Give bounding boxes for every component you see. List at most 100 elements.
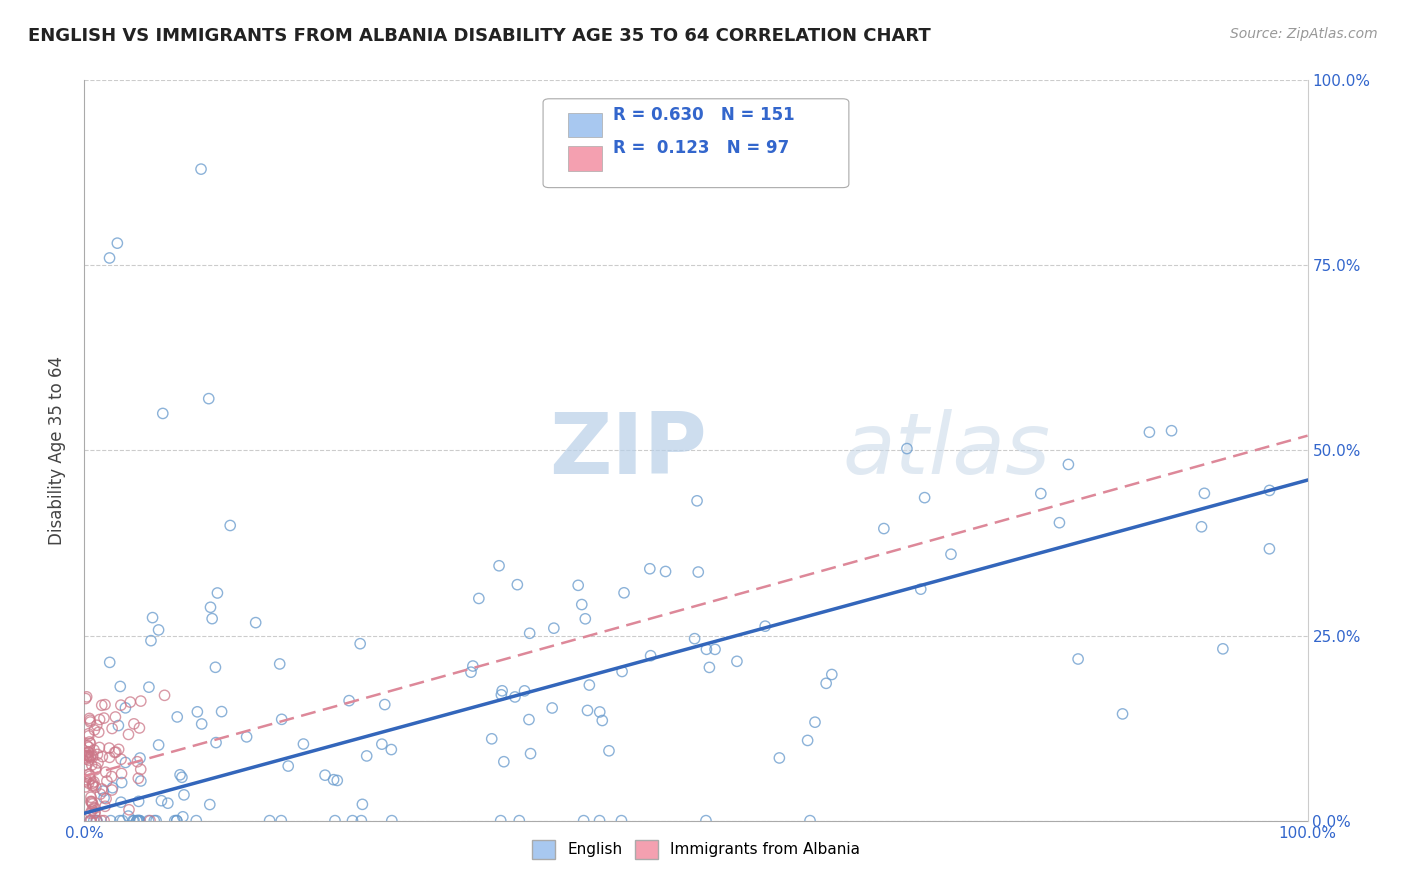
Point <box>75 780 97 794</box>
Point <box>77 740 100 755</box>
Point <box>82 749 104 764</box>
Point <box>211 705 233 719</box>
Point <box>574 612 596 626</box>
Point <box>101 722 124 736</box>
Text: ENGLISH VS IMMIGRANTS FROM ALBANIA DISABILITY AGE 35 TO 64 CORRELATION CHART: ENGLISH VS IMMIGRANTS FROM ALBANIA DISAB… <box>28 27 931 45</box>
Point <box>259 814 281 828</box>
Point <box>79 735 101 749</box>
Point <box>75 758 97 772</box>
Point <box>152 407 174 421</box>
Point <box>896 442 918 456</box>
Point <box>77 776 100 790</box>
Point <box>104 710 127 724</box>
Point <box>110 795 132 809</box>
Point <box>104 745 127 759</box>
Point <box>1067 652 1090 666</box>
Point <box>1049 516 1071 530</box>
Point <box>460 665 482 680</box>
Point <box>77 753 100 767</box>
Point <box>79 769 101 783</box>
Point <box>110 698 132 713</box>
Point <box>374 698 396 712</box>
Point <box>84 761 107 775</box>
Point <box>148 738 170 752</box>
Point <box>100 770 122 784</box>
Point <box>326 773 349 788</box>
Point <box>87 725 110 739</box>
Point <box>91 784 114 798</box>
Point <box>804 715 827 730</box>
Legend: English, Immigrants from Albania: English, Immigrants from Albania <box>526 834 866 865</box>
Point <box>489 814 512 828</box>
Point <box>90 698 112 713</box>
Point <box>491 683 513 698</box>
Point <box>640 648 662 663</box>
Point <box>111 814 134 828</box>
Point <box>79 749 101 764</box>
Point <box>200 600 222 615</box>
Point <box>148 623 170 637</box>
Point <box>1029 486 1052 500</box>
Point <box>82 779 104 793</box>
Point <box>314 768 336 782</box>
Point <box>84 801 107 815</box>
Point <box>94 799 117 814</box>
Point <box>939 547 962 561</box>
Point <box>79 806 101 821</box>
Point <box>481 731 503 746</box>
Point <box>610 814 633 828</box>
Text: Source: ZipAtlas.com: Source: ZipAtlas.com <box>1230 27 1378 41</box>
Point <box>93 790 115 805</box>
Point <box>186 705 208 719</box>
Point <box>821 667 844 681</box>
Point <box>1194 486 1216 500</box>
Point <box>201 612 224 626</box>
Point <box>129 751 152 765</box>
Point <box>82 776 104 790</box>
Point <box>91 749 114 764</box>
Point <box>172 810 194 824</box>
Point <box>80 796 103 810</box>
Point <box>352 797 374 812</box>
Point <box>77 729 100 743</box>
Point <box>100 814 122 828</box>
Point <box>571 598 593 612</box>
Point <box>77 727 100 741</box>
Point <box>129 763 152 777</box>
Point <box>270 814 292 828</box>
Point <box>96 774 118 789</box>
Point <box>110 752 132 766</box>
Point <box>82 797 104 811</box>
Point <box>98 251 121 265</box>
Y-axis label: Disability Age 35 to 64: Disability Age 35 to 64 <box>48 356 66 545</box>
Point <box>98 741 121 756</box>
Point <box>86 814 108 828</box>
Point <box>89 713 111 727</box>
Point <box>381 814 404 828</box>
Point <box>380 742 402 756</box>
Point <box>98 656 121 670</box>
Point <box>117 809 139 823</box>
Point <box>89 787 111 801</box>
Point <box>517 713 540 727</box>
Point <box>468 591 491 606</box>
Point <box>699 660 721 674</box>
Text: R = 0.630   N = 151: R = 0.630 N = 151 <box>613 106 794 124</box>
Point <box>488 558 510 573</box>
Point <box>492 755 515 769</box>
Point <box>80 814 103 828</box>
Text: ZIP: ZIP <box>550 409 707 492</box>
Point <box>86 814 108 828</box>
Point <box>98 750 121 764</box>
Point <box>613 586 636 600</box>
Point <box>104 745 127 759</box>
Point <box>519 626 541 640</box>
FancyBboxPatch shape <box>543 99 849 187</box>
Point <box>128 814 150 828</box>
Point <box>75 747 97 761</box>
Point <box>77 745 100 759</box>
Point <box>513 683 536 698</box>
Point <box>84 805 107 820</box>
Point <box>83 801 105 815</box>
Point <box>704 642 727 657</box>
